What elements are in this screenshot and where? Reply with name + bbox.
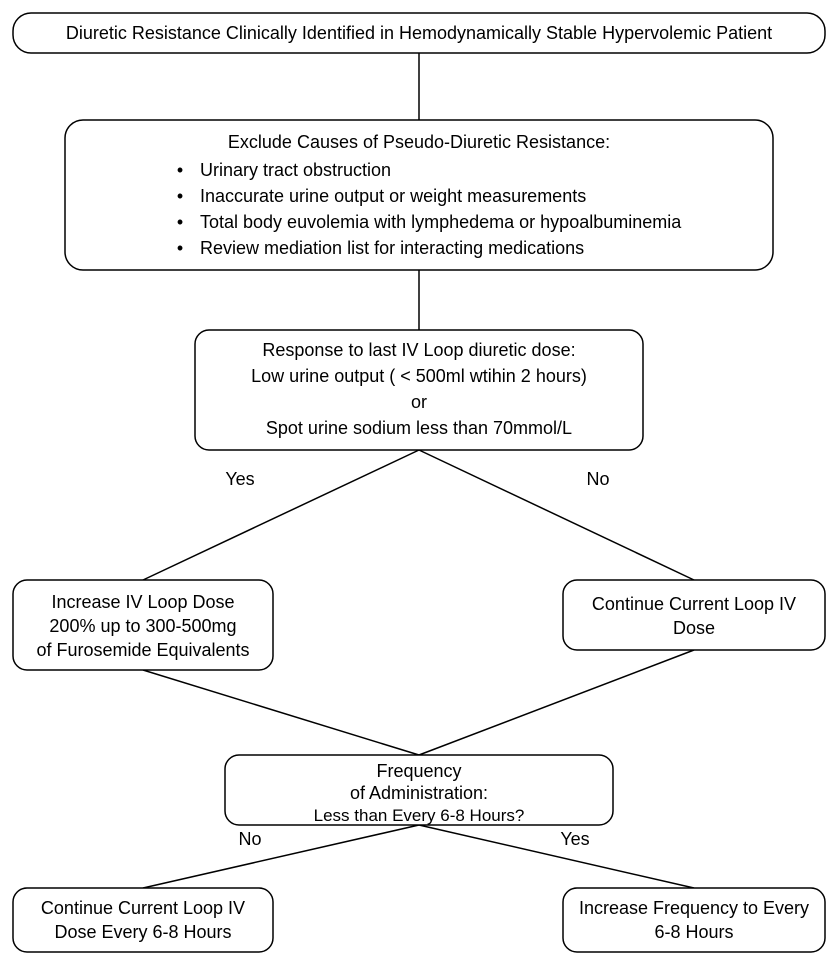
node-text: Dose bbox=[673, 618, 715, 638]
node-text: Increase IV Loop Dose bbox=[51, 592, 234, 612]
node-text: Diuretic Resistance Clinically Identifie… bbox=[66, 23, 772, 43]
node-text: 6-8 Hours bbox=[654, 922, 733, 942]
node-text: Spot urine sodium less than 70mmol/L bbox=[266, 418, 572, 438]
node-text: Frequency bbox=[376, 761, 461, 781]
node-text: of Administration: bbox=[350, 783, 488, 803]
bullet-icon: • bbox=[177, 212, 183, 232]
node-n7: Continue Current Loop IV Dose Every 6-8 H… bbox=[13, 888, 273, 952]
node-n8: Increase Frequency to Every 6-8 Hours bbox=[563, 888, 825, 952]
node-n4: Increase IV Loop Dose 200% up to 300-500m… bbox=[13, 580, 273, 670]
node-n2: Exclude Causes of Pseudo-Diuretic Resist… bbox=[65, 120, 773, 270]
node-text: Total body euvolemia with lymphedema or … bbox=[200, 212, 682, 232]
node-text: Review mediation list for interacting me… bbox=[200, 238, 584, 258]
node-n5: Continue Current Loop IV Dose bbox=[563, 580, 825, 650]
bullet-icon: • bbox=[177, 160, 183, 180]
edge-label: No bbox=[586, 469, 609, 489]
node-text: or bbox=[411, 392, 427, 412]
node-text: Low urine output ( < 500ml wtihin 2 hour… bbox=[251, 366, 587, 386]
bullet-icon: • bbox=[177, 238, 183, 258]
flowchart-canvas: Diuretic Resistance Clinically Identifie… bbox=[0, 0, 837, 960]
node-text: of Furosemide Equivalents bbox=[36, 640, 249, 660]
edge-label: No bbox=[238, 829, 261, 849]
node-n3: Response to last IV Loop diuretic dose: L… bbox=[195, 330, 643, 450]
node-text: Increase Frequency to Every bbox=[579, 898, 809, 918]
edge-label: Yes bbox=[225, 469, 254, 489]
node-box-n5 bbox=[563, 580, 825, 650]
node-text: Response to last IV Loop diuretic dose: bbox=[262, 340, 575, 360]
node-text: Less than Every 6-8 Hours? bbox=[314, 806, 525, 825]
node-text: 200% up to 300-500mg bbox=[49, 616, 236, 636]
node-text: Continue Current Loop IV bbox=[41, 898, 245, 918]
node-text: Dose Every 6-8 Hours bbox=[54, 922, 231, 942]
bullet-icon: • bbox=[177, 186, 183, 206]
node-text: Continue Current Loop IV bbox=[592, 594, 796, 614]
edge-label: Yes bbox=[560, 829, 589, 849]
node-n1: Diuretic Resistance Clinically Identifie… bbox=[13, 13, 825, 53]
node-text: Urinary tract obstruction bbox=[200, 160, 391, 180]
node-text: Inaccurate urine output or weight measur… bbox=[200, 186, 586, 206]
node-n6: Frequencyof Administration: Less than Eve… bbox=[225, 755, 613, 825]
node-text: Exclude Causes of Pseudo-Diuretic Resist… bbox=[228, 132, 610, 152]
